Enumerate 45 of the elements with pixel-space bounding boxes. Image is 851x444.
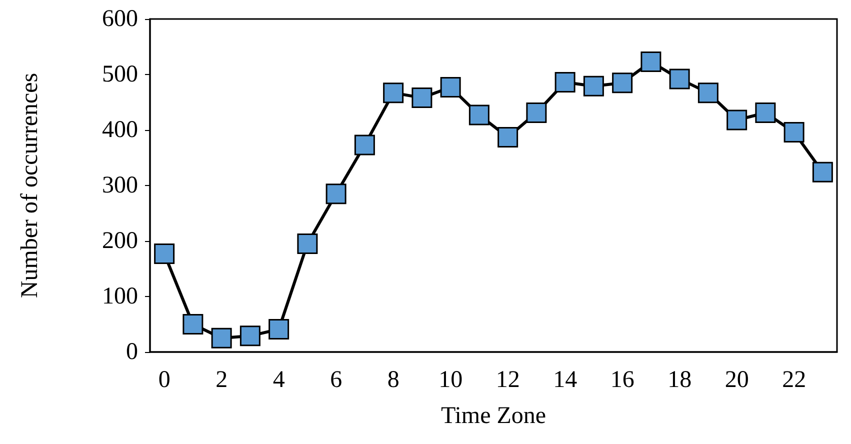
point bbox=[326, 184, 346, 204]
x-tick-label: 18 bbox=[668, 367, 692, 393]
y-tick-label: 300 bbox=[102, 172, 138, 198]
point bbox=[182, 314, 204, 334]
point bbox=[412, 88, 432, 108]
point bbox=[240, 326, 260, 346]
x-tick-label: 2 bbox=[216, 367, 228, 393]
y-tick-label: 600 bbox=[102, 6, 138, 32]
point bbox=[383, 82, 404, 104]
point bbox=[669, 68, 690, 90]
point bbox=[211, 328, 232, 348]
point bbox=[755, 102, 776, 124]
x-tick-label: 14 bbox=[553, 367, 578, 393]
y-tick-label: 500 bbox=[102, 62, 138, 88]
x-tick-label: 8 bbox=[387, 367, 400, 393]
point bbox=[297, 234, 318, 254]
point bbox=[526, 102, 547, 124]
point bbox=[468, 104, 490, 126]
point bbox=[698, 82, 718, 104]
x-axis-title: Time Zone bbox=[440, 403, 546, 429]
y-tick-label: 0 bbox=[126, 339, 138, 365]
x-tick-label: 0 bbox=[158, 367, 170, 393]
y-tick-label: 400 bbox=[102, 117, 138, 143]
x-tick-label: 16 bbox=[610, 367, 634, 393]
y-tick-label: 200 bbox=[102, 228, 138, 254]
x-tick-label: 10 bbox=[438, 367, 463, 393]
point bbox=[498, 126, 518, 148]
point bbox=[554, 72, 576, 93]
point bbox=[784, 122, 804, 142]
point bbox=[640, 51, 662, 72]
point bbox=[612, 72, 633, 94]
x-tick-label: 22 bbox=[782, 367, 806, 393]
y-axis-title: Number of occurrences bbox=[17, 72, 43, 298]
point bbox=[154, 244, 175, 264]
x-tick-label: 4 bbox=[272, 367, 285, 393]
point bbox=[440, 77, 461, 98]
point bbox=[726, 110, 748, 130]
point bbox=[812, 162, 833, 182]
point bbox=[583, 76, 604, 96]
x-tick-label: 6 bbox=[330, 367, 342, 393]
point bbox=[354, 134, 375, 156]
x-tick-label: 12 bbox=[496, 367, 520, 393]
point bbox=[268, 318, 290, 340]
x-tick-label: 20 bbox=[724, 367, 749, 393]
y-tick-label: 100 bbox=[102, 284, 138, 310]
